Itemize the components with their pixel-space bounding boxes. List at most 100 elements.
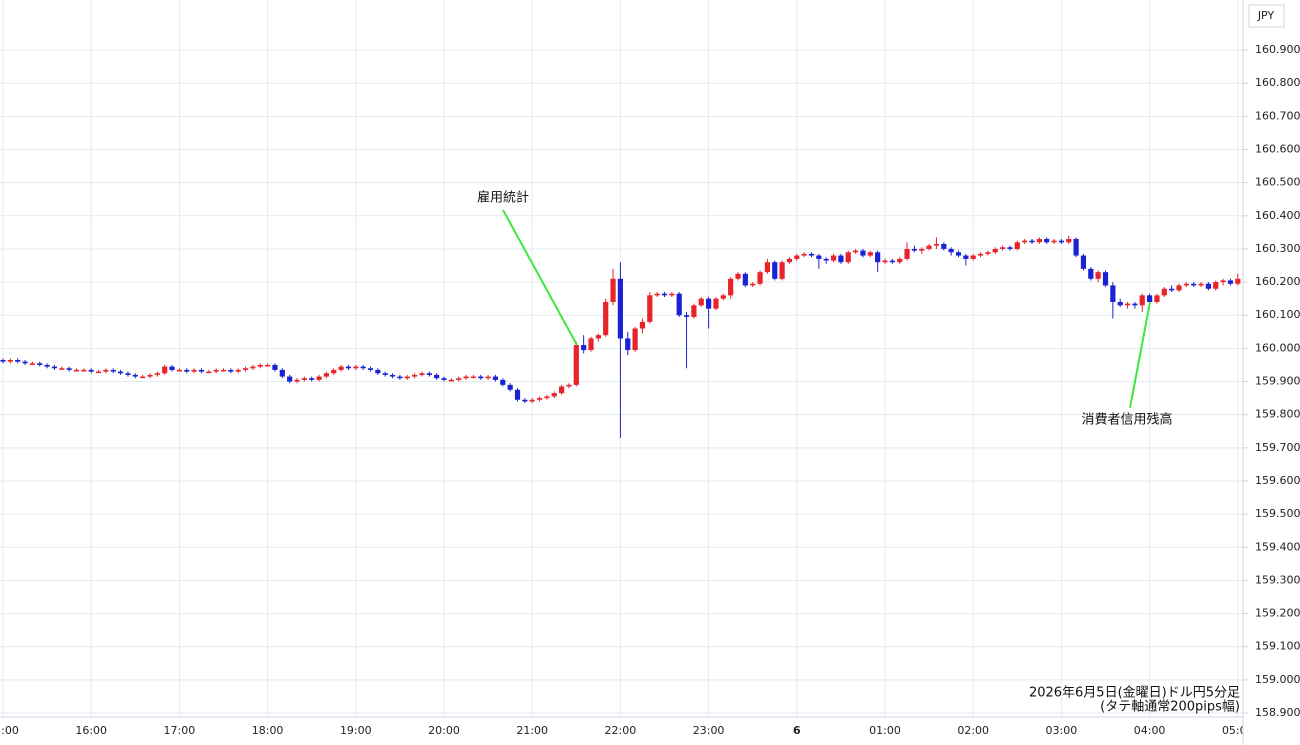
unit-box [1248, 4, 1285, 28]
candle-body [559, 386, 565, 394]
candle-body [1176, 285, 1182, 291]
x-tick-label: 6 [793, 724, 801, 737]
candle-body [1191, 283, 1197, 286]
candle-body [7, 359, 13, 362]
candle-body [456, 378, 462, 380]
candle-body [0, 359, 6, 362]
annotation-arrow [1129, 301, 1151, 409]
candle-body [977, 253, 984, 256]
candle-body [757, 272, 763, 284]
candle-body [279, 369, 285, 377]
candle-body [1198, 283, 1204, 286]
candle-body [265, 364, 271, 367]
candle-body [1066, 239, 1072, 243]
candle-body [720, 295, 726, 299]
candle-body [529, 399, 535, 402]
candle-body [941, 243, 947, 249]
plot-area: 15:00 16:00 17:00 18:00 19:00 20:00 21:00 22:00… [0, 235, 1254, 737]
candle-body [389, 374, 396, 377]
candle-body [426, 373, 432, 375]
candle-body [632, 328, 638, 351]
candle-body [1205, 283, 1211, 289]
y-tick-label: 159.100 [1255, 640, 1300, 653]
candle-body [272, 364, 278, 370]
candle-body [860, 250, 866, 256]
candle-body [595, 335, 601, 339]
candle-body [823, 258, 829, 261]
candle-body [1073, 239, 1079, 256]
candle-body [816, 255, 822, 259]
candle-body [1051, 240, 1057, 243]
x-tick-label: 02:00 [957, 724, 989, 737]
candle-body [617, 278, 623, 339]
candle-body [353, 366, 359, 369]
x-tick-label: 22:00 [605, 724, 637, 737]
y-tick-label: 159.400 [1255, 540, 1300, 553]
candle-body [911, 248, 917, 251]
unit-label: JPY [1257, 9, 1275, 22]
candle-body [544, 396, 550, 399]
candle-body [786, 258, 793, 263]
candle-body [1102, 272, 1109, 286]
candle-body [1022, 240, 1028, 243]
x-tick-label: 01:00 [869, 724, 901, 737]
x-tick-label: 20:00 [428, 724, 460, 737]
y-tick-label: 159.300 [1255, 573, 1300, 586]
candle-body [441, 378, 447, 380]
candle-body [1088, 268, 1094, 279]
candle-body [81, 369, 87, 372]
candle-body [140, 376, 146, 379]
candle-body [985, 252, 991, 254]
x-tick-label: 03:00 [1046, 724, 1078, 737]
candle-body [713, 298, 719, 309]
candle-body [676, 293, 682, 316]
candle-body [581, 345, 587, 351]
candle-body [1117, 301, 1123, 306]
x-tick-label: 23:00 [693, 724, 725, 737]
candle-body [845, 252, 851, 263]
candle-body [15, 359, 21, 362]
y-tick-label: 158.900 [1255, 706, 1300, 719]
x-tick-label: 04:00 [1134, 724, 1166, 737]
candle-body [551, 393, 557, 397]
candle-body [992, 248, 998, 253]
candle-body [419, 373, 425, 375]
candle-body [257, 364, 263, 367]
candle-body [1000, 247, 1006, 249]
candle-body [970, 255, 976, 259]
chart-note: (タテ軸通常200pips幅) [1100, 700, 1240, 715]
candle-body [220, 369, 227, 372]
candle-body [698, 298, 704, 306]
candle-body [566, 384, 572, 387]
candle-body [176, 369, 182, 372]
y-tick-label: 160.300 [1255, 242, 1300, 255]
candle-body [44, 364, 50, 367]
candle-body [573, 345, 579, 385]
candle-body [147, 374, 153, 377]
y-tick-label: 159.500 [1255, 507, 1300, 520]
candle-body [838, 255, 844, 263]
candle-body [926, 245, 932, 249]
candle-body [1110, 285, 1116, 302]
candle-body [301, 378, 307, 380]
candle-body [1058, 240, 1064, 243]
x-tick-label: 15:00 [0, 724, 19, 737]
y-tick-label: 159.000 [1255, 673, 1300, 686]
candle-body [191, 369, 197, 372]
candle-body [919, 248, 925, 251]
candle-body [507, 384, 513, 390]
candle-body [779, 262, 785, 279]
candle-body [470, 376, 476, 379]
candle-body [603, 301, 609, 336]
candle-body [1132, 303, 1138, 306]
candle-body [29, 363, 35, 365]
y-tick-label: 160.200 [1255, 275, 1300, 288]
candle-body [1213, 282, 1219, 289]
x-tick-label: 05:00 [1222, 724, 1254, 737]
candle-body [706, 298, 712, 309]
candle-body [287, 376, 293, 382]
candle-body [162, 366, 168, 374]
candle-body [59, 368, 65, 370]
candle-body [448, 379, 454, 382]
candle-body [1235, 278, 1241, 284]
